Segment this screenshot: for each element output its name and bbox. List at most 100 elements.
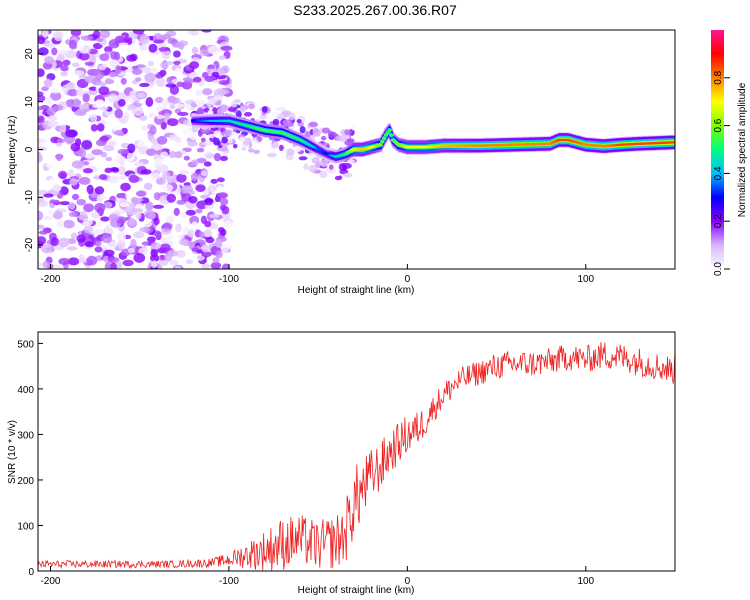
noise-blob — [53, 31, 64, 42]
noise-blob — [48, 177, 59, 187]
noise-blob — [95, 240, 102, 247]
noise-blob — [350, 123, 357, 131]
noise-blob — [216, 185, 224, 193]
noise-blob — [217, 88, 230, 95]
noise-blob — [213, 94, 223, 101]
noise-blob — [84, 241, 95, 248]
noise-blob — [343, 172, 353, 178]
noise-blob — [201, 30, 212, 33]
noise-blob — [49, 199, 61, 204]
noise-blob — [212, 257, 220, 264]
noise-blob — [38, 137, 45, 144]
noise-blob — [38, 210, 44, 221]
colorbar-tick-label: 0.2 — [713, 214, 724, 228]
noise-blob — [67, 169, 75, 177]
noise-blob — [177, 234, 185, 239]
noise-blob — [119, 202, 129, 208]
y-tick-label: 200 — [17, 476, 34, 487]
noise-blob — [104, 167, 113, 174]
noise-blob — [99, 174, 108, 181]
noise-blob — [319, 170, 328, 179]
noise-blob — [192, 76, 202, 83]
noise-blob — [43, 193, 54, 198]
noise-blob — [308, 122, 319, 128]
noise-blob — [71, 62, 80, 68]
noise-blob — [303, 163, 309, 170]
noise-blob — [69, 178, 78, 186]
noise-blob — [196, 147, 205, 153]
noise-blob — [266, 152, 277, 158]
noise-blob — [136, 140, 146, 148]
noise-blob — [78, 52, 90, 61]
noise-blob — [165, 83, 177, 88]
noise-blob — [175, 223, 182, 233]
noise-blob — [82, 93, 90, 103]
noise-blob — [38, 224, 45, 230]
noise-blob — [163, 112, 171, 119]
noise-blob — [169, 260, 179, 266]
noise-blob — [45, 163, 58, 169]
noise-blob — [167, 118, 179, 127]
noise-blob — [191, 221, 198, 230]
noise-blob — [203, 229, 212, 238]
noise-blob — [108, 175, 120, 184]
noise-blob — [104, 262, 112, 269]
x-tick-label: -100 — [219, 274, 239, 285]
noise-blob — [83, 225, 93, 234]
noise-blob — [150, 260, 158, 268]
noise-blob — [107, 93, 118, 103]
noise-blob — [42, 215, 53, 221]
noise-blob — [62, 59, 71, 66]
colorbar-label: Normalized spectral amplitude — [737, 82, 748, 217]
noise-blob — [155, 77, 166, 88]
noise-blob — [76, 198, 86, 206]
noise-blob — [148, 112, 156, 118]
noise-blob — [56, 220, 65, 228]
noise-blob — [213, 152, 221, 162]
noise-blob — [215, 250, 223, 259]
noise-blob — [145, 201, 154, 211]
noise-blob — [98, 86, 110, 96]
noise-blob — [42, 261, 50, 269]
noise-blob — [128, 174, 140, 184]
noise-blob — [38, 146, 47, 151]
noise-blob — [83, 217, 93, 227]
noise-blob — [51, 47, 58, 56]
noise-blob — [298, 156, 308, 161]
noise-blob — [125, 189, 133, 200]
noise-blob — [201, 71, 209, 79]
noise-blob — [86, 184, 94, 195]
noise-blob — [96, 123, 105, 132]
noise-blob — [105, 156, 113, 162]
noise-blob — [67, 238, 77, 245]
noise-blob — [84, 75, 96, 84]
noise-blob — [153, 192, 161, 201]
noise-blob — [68, 202, 76, 210]
noise-blob — [167, 250, 179, 257]
noise-blob — [161, 49, 171, 60]
noise-blob — [272, 118, 280, 126]
signal-ridge — [672, 141, 675, 144]
noise-blob — [174, 67, 182, 76]
noise-blob — [190, 172, 199, 181]
noise-blob — [166, 233, 174, 242]
noise-blob — [209, 222, 219, 230]
noise-blob — [108, 241, 117, 250]
noise-blob — [321, 127, 331, 134]
colorbar: 0.0 0.2 0.4 0.6 0.8 Normalized spectral ampl… — [711, 30, 748, 276]
noise-blob — [191, 46, 199, 55]
spectrogram-image — [38, 30, 675, 269]
noise-blob — [50, 237, 60, 247]
noise-blob — [134, 77, 142, 82]
noise-blob — [116, 92, 127, 102]
noise-blob — [132, 231, 145, 239]
noise-blob — [41, 86, 49, 92]
noise-blob — [156, 135, 168, 145]
noise-blob — [278, 144, 284, 152]
noise-blob — [176, 173, 187, 183]
noise-blob — [78, 147, 87, 158]
y-tick-label: 0 — [28, 567, 34, 578]
noise-blob — [71, 160, 84, 169]
noise-blob — [243, 137, 252, 146]
noise-blob — [166, 193, 176, 203]
